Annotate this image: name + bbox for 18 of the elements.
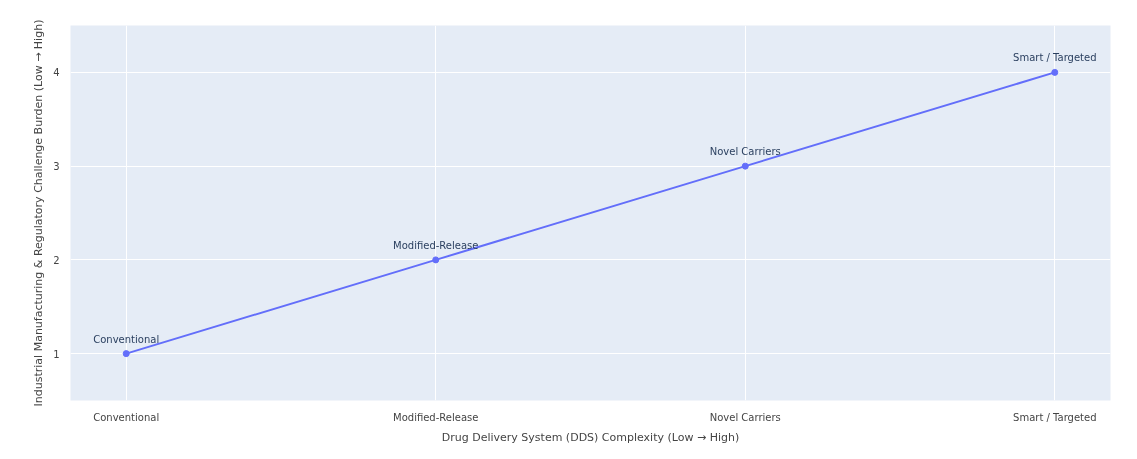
annotation: Modified-Release (393, 239, 479, 251)
annotation: Conventional (93, 333, 160, 345)
point (1051, 68, 1059, 76)
x-axis-title: Drug Delivery System (DDS) Complexity (Low → High) (441, 430, 740, 444)
x-tick-label: Smart / Targeted (1013, 411, 1097, 423)
y-tick-label: 2 (53, 254, 60, 266)
y-tick-label: 1 (53, 348, 60, 360)
point (432, 256, 440, 264)
x-tick-label: Conventional (93, 411, 160, 423)
point (741, 162, 749, 170)
y-tick-label: 4 (53, 67, 60, 79)
y-tick-label: 3 (53, 161, 60, 173)
x-tick-label: Modified-Release (393, 411, 479, 423)
point (122, 350, 130, 358)
x-tick-label: Novel Carriers (709, 411, 781, 423)
annotation: Novel Carriers (709, 146, 781, 158)
annotation: Smart / Targeted (1013, 52, 1097, 64)
y-axis-title: Industrial Manufacturing & Regulatory Challenge Burden (Low → High) (32, 19, 46, 407)
